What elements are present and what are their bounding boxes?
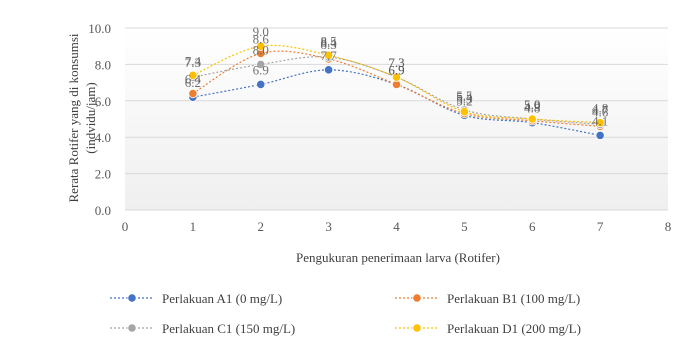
- gridlines: [125, 27, 668, 211]
- y-tick-labels: 0.0 2.0 4.0 6.0 8.0 10.0: [88, 21, 111, 218]
- x-tick-labels: 0 1 2 3 4 5 6 7 8: [122, 219, 672, 234]
- y-axis-title: Rerata Rotifer yang di konsumsi: [66, 33, 81, 202]
- data-point: [188, 70, 198, 80]
- data-label: 5.0: [524, 97, 540, 112]
- x-tick-label: 3: [325, 219, 332, 234]
- data-label: 5.4: [456, 90, 473, 105]
- y-tick-label: 0.0: [95, 203, 111, 218]
- legend-label: Perlakuan B1 (100 mg/L): [447, 291, 580, 306]
- data-label: 6.4: [185, 72, 202, 87]
- data-label: 8.5: [321, 33, 337, 48]
- legend-marker: [412, 293, 422, 303]
- data-point: [256, 79, 266, 90]
- plot-background: [125, 28, 668, 210]
- legend-marker: [127, 293, 137, 303]
- data-label: 4.6: [592, 104, 609, 119]
- x-tick-label: 4: [393, 219, 400, 234]
- data-label: 6.2: [185, 75, 201, 90]
- y-tick-label: 4.0: [95, 130, 111, 145]
- data-label: 7.3: [388, 55, 404, 70]
- data-point: [527, 114, 537, 124]
- series-points: [188, 41, 605, 140]
- data-label: 8.0: [253, 42, 269, 57]
- data-label: 4.8: [592, 101, 608, 116]
- data-label: 4.7: [592, 102, 609, 117]
- data-label: 7.4: [185, 53, 202, 68]
- x-tick-label: 6: [529, 219, 536, 234]
- x-tick-label: 8: [665, 219, 672, 234]
- legend-label: Perlakuan C1 (150 mg/L): [162, 321, 295, 336]
- data-label: 8.4: [321, 35, 338, 50]
- x-tick-label: 0: [122, 219, 129, 234]
- legend-label: Perlakuan D1 (200 mg/L): [447, 321, 581, 336]
- data-label: 5.3: [456, 92, 472, 107]
- legend-marker: [412, 323, 422, 333]
- data-point: [188, 88, 198, 99]
- legend-label: Perlakuan A1 (0 mg/L): [162, 291, 282, 306]
- data-point: [595, 130, 605, 140]
- data-label: 8.6: [253, 31, 270, 46]
- x-tick-label: 5: [461, 219, 468, 234]
- x-tick-label: 2: [258, 219, 265, 234]
- y-tick-label: 6.0: [95, 94, 111, 109]
- legend-marker: [127, 323, 137, 333]
- data-point: [256, 41, 266, 51]
- data-label: 4.1: [592, 113, 608, 128]
- data-label: 5.5: [456, 88, 472, 103]
- data-label: 8.3: [321, 37, 337, 52]
- legend: Perlakuan A1 (0 mg/L) Perlakuan B1 (100 m…: [110, 291, 581, 336]
- x-tick-label: 7: [597, 219, 604, 234]
- data-label: 4.9: [524, 99, 540, 114]
- data-label: 7.7: [321, 48, 338, 63]
- data-point: [595, 118, 605, 128]
- data-label: 4.8: [524, 101, 540, 116]
- data-label: 5.0: [524, 97, 540, 112]
- data-label: 6.9: [388, 62, 404, 77]
- data-point: [459, 107, 469, 117]
- data-labels: 6.26.97.76.95.2 4.84.16.48.6 8.36.95.3 4.9 4…: [185, 24, 609, 128]
- data-point: [391, 72, 402, 82]
- y-tick-label: 10.0: [88, 21, 111, 36]
- data-point: [256, 59, 266, 70]
- data-label: 9.0: [253, 24, 269, 39]
- x-tick-label: 1: [190, 219, 197, 234]
- data-label: 7.3: [388, 55, 404, 70]
- data-label: 6.9: [388, 62, 404, 77]
- data-point: [324, 65, 334, 75]
- data-point: [324, 50, 334, 60]
- y-tick-label: 8.0: [95, 57, 111, 72]
- data-label: 7.3: [185, 55, 201, 70]
- y-axis-title-unit: (indvidu/jam): [83, 82, 98, 154]
- data-label: 5.2: [456, 93, 472, 108]
- y-tick-label: 2.0: [95, 167, 111, 182]
- data-label: 6.9: [253, 62, 269, 77]
- x-axis-title: Pengukuran penerimaan larva (Rotifer): [296, 250, 500, 265]
